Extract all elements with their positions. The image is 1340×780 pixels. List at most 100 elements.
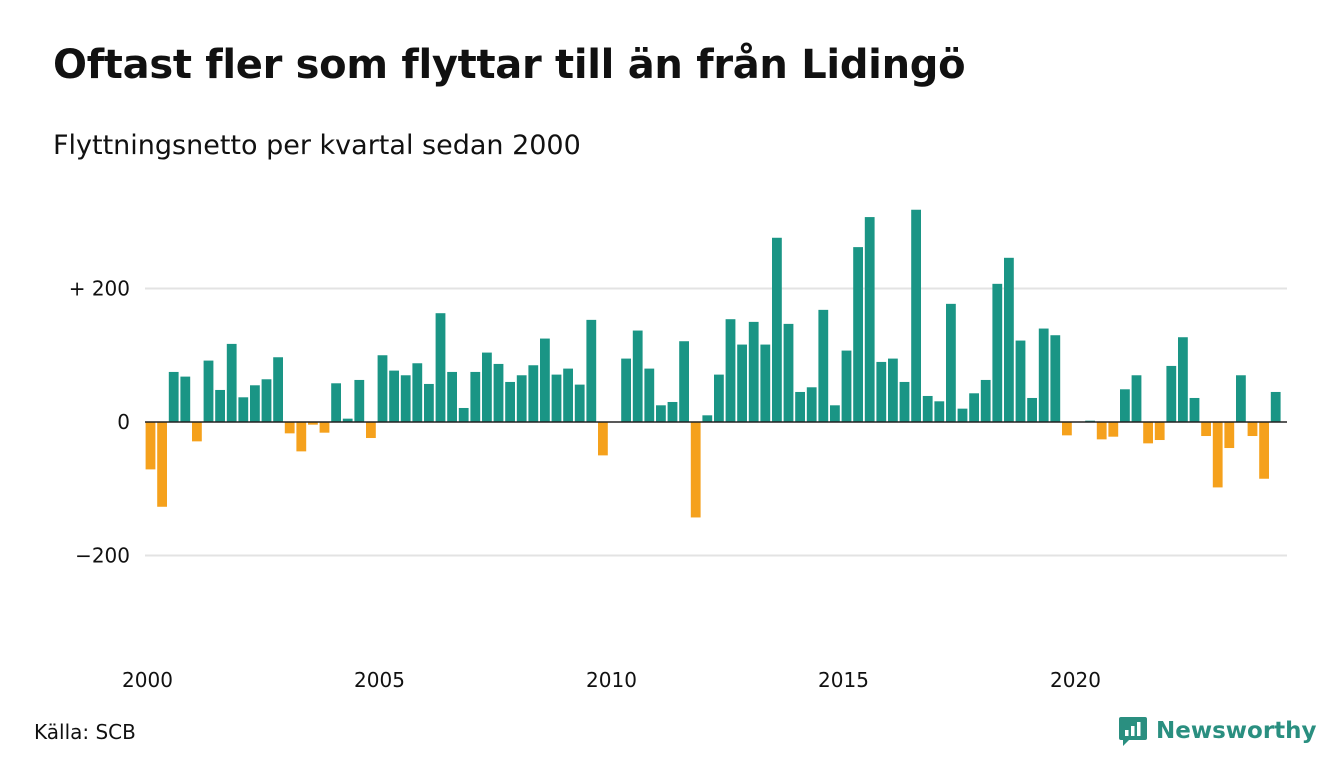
bar (180, 376, 191, 422)
bar (342, 418, 353, 422)
bar (725, 319, 736, 422)
bar (1050, 335, 1061, 422)
bar (516, 375, 527, 422)
grid-lines (145, 287, 1287, 557)
bar (1038, 328, 1049, 422)
bar (1096, 422, 1107, 440)
bar (505, 381, 515, 422)
bar (435, 313, 446, 422)
bar (853, 247, 863, 422)
bar (922, 395, 933, 422)
x-tick-label: 2010 (586, 668, 637, 692)
bar (632, 330, 643, 422)
bar (1201, 422, 1211, 437)
y-tick-label: + 200 (69, 277, 130, 301)
bar (621, 358, 631, 422)
bar (157, 422, 167, 507)
bar (528, 365, 539, 422)
bar (586, 319, 597, 422)
brand-logo[interactable]: Newsworthy (1118, 714, 1317, 748)
y-tick-label: −200 (75, 544, 130, 568)
source-note: Källa: SCB (34, 720, 136, 744)
bar (354, 379, 365, 422)
newsworthy-logo-icon (1119, 717, 1147, 746)
bar (783, 323, 794, 422)
bar (1004, 257, 1014, 422)
bar (1166, 365, 1177, 422)
bar (493, 363, 504, 422)
bar (226, 343, 237, 422)
bar (1236, 375, 1246, 422)
bar (470, 371, 481, 422)
bar (424, 383, 434, 422)
bar (1247, 422, 1258, 437)
bar (969, 393, 979, 422)
bar (319, 422, 330, 433)
bar (946, 303, 956, 422)
y-tick-label: 0 (117, 410, 130, 434)
bar (447, 371, 457, 422)
bar (737, 344, 747, 422)
bar (261, 379, 272, 422)
bar (273, 357, 283, 422)
bar (667, 401, 678, 422)
x-tick-label: 2000 (122, 668, 173, 692)
bar (563, 368, 573, 422)
bar (644, 368, 655, 422)
bar (957, 408, 968, 422)
bar (389, 370, 399, 422)
bar (1259, 422, 1269, 479)
bar (1015, 340, 1026, 422)
bar (795, 391, 805, 422)
bars (145, 209, 1281, 518)
bar (203, 360, 214, 422)
bar (1143, 422, 1153, 444)
bar (540, 338, 550, 422)
x-tick-label: 2020 (1050, 668, 1101, 692)
bar (1108, 422, 1119, 437)
bar (806, 387, 817, 422)
bar (830, 405, 840, 422)
brand-name: Newsworthy (1156, 718, 1317, 744)
tick-labels: + 200 0 −200 2000 2005 2010 2015 2020 (69, 277, 1101, 693)
x-tick-label: 2005 (354, 668, 405, 692)
bar (876, 361, 887, 422)
bar (864, 217, 875, 422)
bar (818, 309, 829, 422)
bar (690, 422, 701, 518)
chart-subtitle: Flyttningsnetto per kvartal sedan 2000 (53, 130, 581, 161)
bar (888, 358, 898, 422)
bar (1224, 422, 1235, 449)
bar (145, 422, 156, 470)
bar (934, 401, 945, 422)
bar (331, 383, 341, 422)
bar (1131, 375, 1142, 422)
bar-chart: + 200 0 −200 2000 2005 2010 2015 2020 (69, 209, 1287, 693)
bar (482, 352, 492, 422)
chart-title: Oftast fler som flyttar till än från Lid… (53, 42, 966, 88)
bar (215, 389, 225, 422)
bar (992, 283, 1003, 422)
bar (656, 405, 666, 422)
bar (1189, 397, 1200, 422)
bar (1027, 397, 1037, 422)
bar (899, 381, 910, 422)
bar (238, 397, 249, 422)
bar (679, 341, 689, 422)
bar (980, 379, 991, 422)
bar (1212, 422, 1223, 488)
bar (911, 209, 921, 422)
bar (296, 422, 307, 452)
bar (1270, 391, 1281, 422)
bar (1120, 389, 1130, 422)
bar (366, 422, 376, 439)
bar (308, 422, 318, 425)
bar (772, 237, 782, 422)
bar (1178, 337, 1188, 422)
bar (841, 350, 852, 422)
bar (1062, 422, 1072, 436)
bar (748, 321, 759, 423)
x-tick-label: 2015 (818, 668, 869, 692)
bar (400, 375, 411, 422)
bar (1154, 422, 1165, 441)
